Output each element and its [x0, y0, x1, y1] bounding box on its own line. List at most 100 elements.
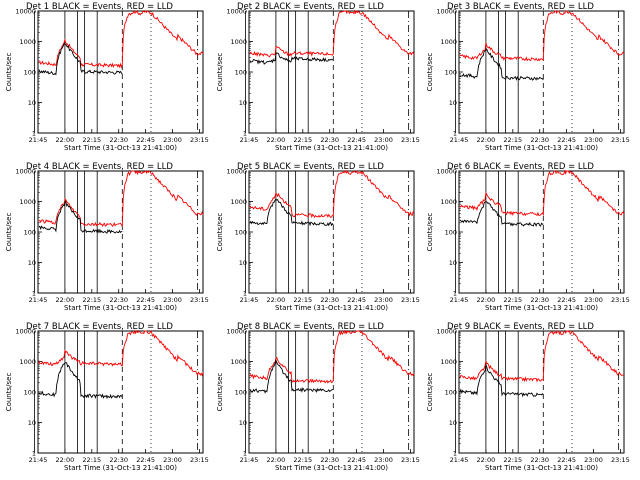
y-tick-label: 1000 — [440, 358, 457, 366]
y-tick-label: 1000 — [230, 198, 247, 206]
x-tick-label: 22:00 — [477, 456, 496, 464]
panel-title: Det 2 BLACK = Events, RED = LLD — [237, 2, 384, 12]
x-tick-label: 22:15 — [293, 136, 312, 144]
lld-curve — [249, 9, 415, 58]
x-tick-label: 22:15 — [503, 456, 522, 464]
y-tick-label: 1000 — [19, 198, 36, 206]
lld-curve — [249, 329, 415, 384]
x-tick-label: 22:30 — [530, 296, 549, 304]
y-tick-label: 10000 — [226, 168, 247, 176]
x-tick-label: 22:45 — [136, 136, 155, 144]
lld-curve — [38, 169, 204, 228]
x-tick-label: 22:15 — [82, 136, 101, 144]
lld-curve — [38, 329, 204, 377]
y-tick-label: 1 — [32, 450, 36, 458]
x-tick-label: 23:00 — [374, 456, 393, 464]
panel-9: Det 9 BLACK = Events, RED = LLD 1 10 100 100… — [426, 322, 630, 472]
x-tick-label: 23:15 — [611, 456, 630, 464]
panel-title: Det 7 BLACK = Events, RED = LLD — [26, 322, 173, 332]
panel-6: Det 6 BLACK = Events, RED = LLD 1 10 100 100… — [426, 162, 630, 312]
x-tick-label: 23:00 — [584, 296, 603, 304]
y-tick-label: 10000 — [226, 328, 247, 336]
x-tick-label: 21:45 — [29, 136, 48, 144]
x-axis-label: Start Time (31-Oct-13 21:41:00) — [64, 464, 177, 472]
plot-frame — [248, 330, 415, 454]
y-tick-label: 10 — [28, 99, 36, 107]
x-tick-label: 22:00 — [56, 456, 75, 464]
x-tick-label: 22:00 — [267, 136, 286, 144]
plot-frame — [458, 10, 625, 134]
x-tick-label: 22:00 — [267, 296, 286, 304]
x-axis-label: Start Time (31-Oct-13 21:41:00) — [485, 464, 598, 472]
y-tick-label: 10 — [449, 419, 457, 427]
plot-frame — [458, 330, 625, 454]
x-tick-label: 23:00 — [163, 296, 182, 304]
y-tick-label: 1000 — [230, 358, 247, 366]
x-tick-label: 22:00 — [267, 456, 286, 464]
events-curve — [38, 200, 123, 234]
x-tick-label: 22:45 — [347, 136, 366, 144]
plot-frame — [37, 330, 204, 454]
x-tick-label: 22:30 — [530, 456, 549, 464]
y-tick-label: 10 — [239, 259, 247, 267]
x-tick-label: 23:00 — [163, 456, 182, 464]
x-tick-label: 22:45 — [557, 296, 576, 304]
x-tick-label: 22:30 — [109, 136, 128, 144]
x-tick-label: 23:15 — [611, 296, 630, 304]
x-tick-label: 21:45 — [29, 456, 48, 464]
y-tick-label: 100 — [24, 229, 36, 237]
events-curve — [459, 48, 544, 81]
y-tick-label: 100 — [445, 229, 457, 237]
y-axis-label: Counts/sec — [216, 373, 224, 412]
y-tick-label: 1 — [243, 130, 247, 138]
x-tick-label: 23:00 — [374, 136, 393, 144]
x-axis-label: Start Time (31-Oct-13 21:41:00) — [485, 144, 598, 152]
y-tick-label: 1000 — [440, 198, 457, 206]
y-tick-label: 1 — [453, 450, 457, 458]
y-axis-label: Counts/sec — [426, 53, 434, 92]
x-tick-label: 23:15 — [401, 136, 420, 144]
x-tick-label: 23:00 — [374, 296, 393, 304]
x-axis-label: Start Time (31-Oct-13 21:41:00) — [275, 144, 388, 152]
y-tick-label: 10 — [28, 419, 36, 427]
panel-1: Det 1 BLACK = Events, RED = LLD 1 10 100 100… — [5, 2, 209, 152]
x-tick-label: 22:30 — [109, 296, 128, 304]
x-tick-label: 22:45 — [136, 456, 155, 464]
y-tick-label: 10 — [28, 259, 36, 267]
panel-5: Det 5 BLACK = Events, RED = LLD 1 10 100 100… — [216, 162, 420, 312]
y-tick-label: 1 — [243, 290, 247, 298]
x-tick-label: 22:30 — [320, 136, 339, 144]
y-axis-label: Counts/sec — [5, 53, 13, 92]
x-tick-label: 22:00 — [477, 136, 496, 144]
y-axis-label: Counts/sec — [216, 213, 224, 252]
y-axis-label: Counts/sec — [426, 373, 434, 412]
lld-curve — [249, 169, 415, 219]
plot-frame — [458, 170, 625, 294]
panel-title: Det 9 BLACK = Events, RED = LLD — [447, 322, 594, 332]
events-curve — [249, 52, 334, 65]
x-axis-label: Start Time (31-Oct-13 21:41:00) — [64, 144, 177, 152]
y-tick-label: 10 — [239, 419, 247, 427]
y-tick-label: 1 — [453, 130, 457, 138]
x-tick-label: 22:30 — [320, 456, 339, 464]
y-tick-label: 100 — [235, 229, 247, 237]
y-tick-label: 10 — [449, 99, 457, 107]
y-tick-label: 1000 — [19, 358, 36, 366]
y-tick-label: 1 — [453, 290, 457, 298]
lld-curve — [38, 9, 204, 69]
x-tick-label: 22:15 — [293, 296, 312, 304]
y-tick-label: 10000 — [436, 328, 457, 336]
lld-curve — [459, 330, 625, 383]
panel-title: Det 5 BLACK = Events, RED = LLD — [237, 162, 384, 172]
y-tick-label: 1 — [32, 130, 36, 138]
x-tick-label: 21:45 — [240, 136, 259, 144]
lld-curve — [459, 169, 625, 217]
panel-title: Det 3 BLACK = Events, RED = LLD — [447, 2, 594, 12]
y-tick-label: 10000 — [15, 168, 36, 176]
x-tick-label: 21:45 — [240, 456, 259, 464]
y-tick-label: 10000 — [436, 8, 457, 16]
x-tick-label: 22:45 — [557, 456, 576, 464]
panel-2: Det 2 BLACK = Events, RED = LLD 1 10 100 100… — [216, 2, 420, 152]
x-tick-label: 22:45 — [136, 296, 155, 304]
